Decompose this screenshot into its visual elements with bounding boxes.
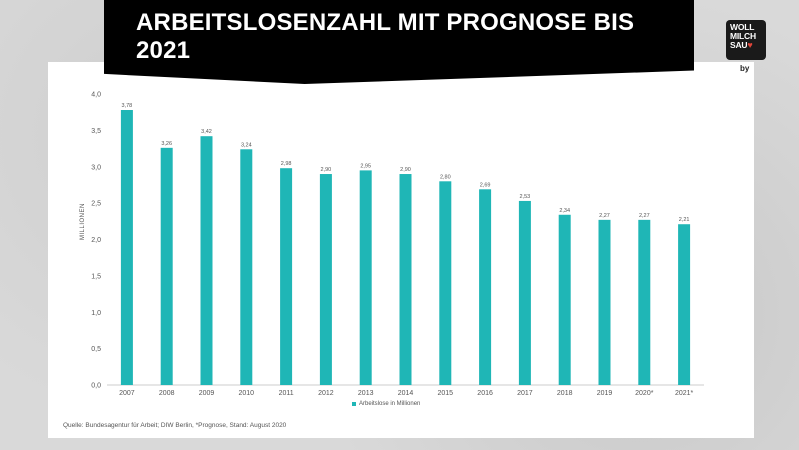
logo-line-2: MILCH: [730, 31, 756, 41]
x-tick-label: 2007: [119, 390, 135, 397]
logo-by-label: by: [740, 64, 750, 73]
x-tick-label: 2008: [159, 390, 175, 397]
bar-value-label: 2,90: [400, 167, 411, 173]
bar-value-label: 2,90: [321, 167, 332, 173]
bar: [280, 168, 293, 385]
y-tick-label: 0,0: [91, 383, 101, 390]
x-tick-label: 2012: [318, 390, 334, 397]
bar: [240, 149, 253, 385]
legend-swatch: [352, 402, 356, 406]
bar: [399, 174, 412, 385]
x-tick-label: 2018: [557, 390, 573, 397]
logo-line-3: SAU: [730, 40, 748, 50]
y-axis-label: MILLIONEN: [80, 203, 86, 240]
bar: [439, 181, 452, 385]
bar-value-label: 2,21: [679, 217, 690, 223]
bar: [678, 224, 691, 385]
heart-icon: ♥: [747, 40, 753, 50]
source-note: Quelle: Bundesagentur für Arbeit; DIW Be…: [63, 422, 287, 429]
x-tick-label: 2009: [199, 390, 215, 397]
bar-value-label: 3,42: [201, 129, 212, 135]
bar-value-label: 2,95: [360, 163, 371, 169]
legend-label: Arbeitslose in Millionen: [359, 401, 421, 407]
y-tick-label: 4,0: [91, 92, 101, 99]
bar-value-label: 2,69: [480, 182, 491, 188]
x-tick-label: 2014: [398, 390, 414, 397]
bar-value-label: 3,24: [241, 142, 252, 148]
title-banner: [104, 0, 694, 84]
bar-value-label: 3,26: [161, 141, 172, 147]
x-tick-label: 2021*: [675, 390, 694, 397]
bar-value-label: 2,80: [440, 174, 451, 180]
bar: [319, 174, 332, 385]
x-tick-label: 2013: [358, 390, 374, 397]
x-tick-label: 2011: [279, 390, 294, 397]
x-tick-label: 2016: [477, 390, 493, 397]
bar-value-label: 2,98: [281, 161, 292, 167]
bar: [518, 200, 531, 385]
y-tick-label: 1,0: [91, 310, 101, 317]
page-title: ARBEITSLOSENZAHL MIT PROGNOSE BIS 2021: [136, 9, 635, 64]
bar: [558, 214, 571, 385]
y-tick-label: 3,0: [91, 164, 101, 171]
bar: [479, 189, 492, 385]
x-tick-label: 2010: [239, 390, 255, 397]
bar-value-label: 2,53: [520, 194, 531, 200]
y-tick-label: 3,5: [91, 128, 101, 135]
bar-value-label: 2,27: [599, 213, 610, 219]
bar: [638, 219, 651, 385]
bar-value-label: 2,34: [559, 208, 570, 214]
brand-logo: WOLL MILCH SAU♥: [726, 20, 766, 60]
bar-value-label: 3,78: [122, 103, 133, 109]
bar: [359, 170, 372, 385]
y-tick-label: 2,5: [91, 201, 101, 208]
x-tick-label: 2015: [438, 390, 454, 397]
x-tick-label: 2020*: [635, 390, 654, 397]
y-tick-label: 2,0: [91, 237, 101, 244]
chart-legend: Arbeitslose in Millionen: [352, 401, 420, 407]
bar: [160, 147, 173, 385]
bar: [598, 219, 611, 385]
logo-line-1: WOLL: [730, 22, 755, 32]
x-tick-label: 2017: [517, 390, 533, 397]
bar: [120, 110, 133, 385]
y-tick-label: 1,5: [91, 273, 101, 280]
x-tick-label: 2019: [597, 390, 613, 397]
bar: [200, 136, 213, 385]
bar-value-label: 2,27: [639, 213, 650, 219]
y-tick-label: 0,5: [91, 346, 101, 353]
